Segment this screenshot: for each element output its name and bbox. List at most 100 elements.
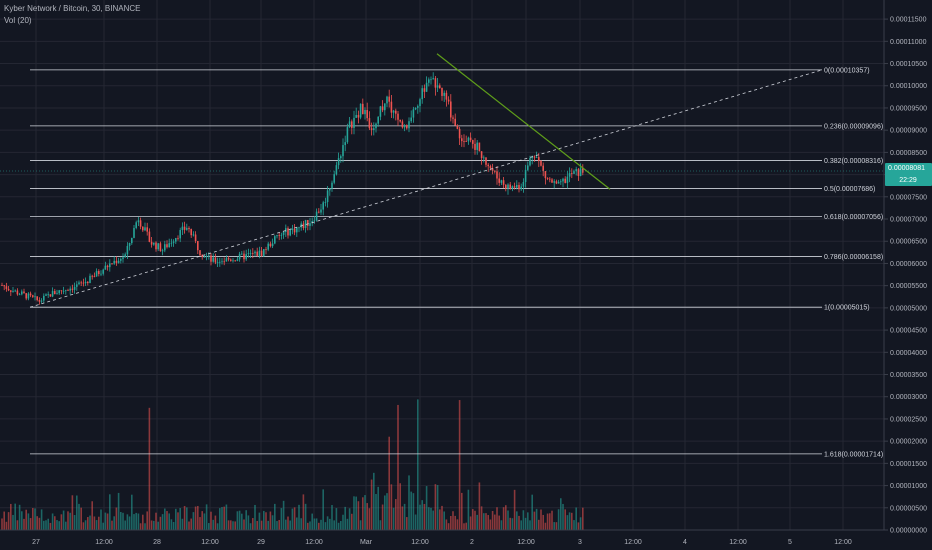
candle-body bbox=[388, 96, 390, 102]
candle-body bbox=[302, 223, 305, 229]
candle-body bbox=[298, 227, 300, 229]
volume-bar bbox=[34, 508, 36, 530]
candle-body bbox=[208, 255, 210, 257]
candle-body bbox=[469, 137, 472, 141]
candle-body bbox=[249, 252, 252, 254]
volume-bar bbox=[221, 507, 223, 530]
volume-bar bbox=[146, 511, 148, 530]
volume-bar bbox=[113, 516, 115, 530]
volume-bar bbox=[111, 520, 113, 530]
volume-bar bbox=[7, 512, 10, 530]
candle-body bbox=[243, 253, 245, 260]
volume-indicator-label[interactable]: Vol (20) bbox=[4, 16, 32, 25]
candle-body bbox=[408, 121, 410, 129]
volume-bar bbox=[212, 519, 214, 530]
candle-body bbox=[133, 227, 135, 238]
volume-bar bbox=[533, 511, 536, 530]
candle-body bbox=[502, 180, 505, 185]
candle-body bbox=[542, 165, 544, 172]
volume-bar bbox=[76, 495, 78, 530]
volume-bar bbox=[205, 504, 208, 530]
price-axis[interactable]: 0.00011500 0.00011000 0.00010500 0.00010000… bbox=[883, 0, 927, 535]
candle-body bbox=[434, 78, 437, 88]
candle-body bbox=[25, 293, 27, 299]
candle-body bbox=[527, 165, 529, 170]
candle-body bbox=[331, 182, 333, 189]
volume-bar bbox=[144, 523, 146, 530]
volume-bar bbox=[139, 523, 142, 530]
symbol-title[interactable]: Kyber Network / Bitcoin, 30, BINANCE bbox=[4, 4, 141, 13]
candle-body bbox=[368, 118, 371, 129]
volume-bar bbox=[47, 518, 49, 530]
candle-body bbox=[10, 290, 12, 292]
volume-bar bbox=[27, 513, 30, 530]
candle-body bbox=[577, 169, 580, 176]
volume-bar bbox=[298, 504, 300, 530]
candle-body bbox=[113, 260, 115, 264]
volume-bar bbox=[452, 511, 454, 530]
volume-bar bbox=[487, 515, 489, 530]
volume-bar bbox=[425, 486, 428, 530]
volume-bar bbox=[348, 508, 351, 530]
volume-bar bbox=[454, 515, 456, 530]
candle-body bbox=[384, 103, 386, 111]
volume-bar bbox=[485, 513, 487, 530]
volume-bar bbox=[505, 505, 507, 530]
volume-bar bbox=[357, 501, 360, 530]
candle-body bbox=[271, 243, 274, 247]
volume-bar bbox=[571, 512, 573, 530]
volume-bar bbox=[412, 493, 415, 530]
volume-bar bbox=[115, 507, 118, 530]
time-axis[interactable]: 27 12:00 28 12:00 29 12:00 Mar 12:00 2 12:00 3 12:0… bbox=[0, 529, 884, 546]
time-tick-label: 12:00 bbox=[834, 539, 852, 546]
candle-body bbox=[397, 113, 399, 120]
volume-bar bbox=[522, 510, 525, 530]
volume-bar bbox=[285, 519, 287, 530]
volume-bar bbox=[520, 520, 522, 530]
candle-body bbox=[153, 242, 155, 245]
candle-body bbox=[232, 260, 234, 262]
candle-body bbox=[476, 142, 478, 150]
volume-bar bbox=[399, 483, 401, 530]
volume-bar bbox=[219, 508, 221, 530]
volume-bar bbox=[542, 514, 544, 530]
volume-bar bbox=[346, 518, 349, 530]
volume-bar bbox=[351, 513, 353, 530]
volume-bar bbox=[529, 520, 531, 530]
candle-body bbox=[491, 168, 494, 171]
volume-bar bbox=[441, 505, 443, 530]
candle-body bbox=[309, 223, 311, 226]
volume-bar bbox=[247, 515, 250, 530]
candle-body bbox=[337, 158, 340, 166]
volume-bar bbox=[166, 511, 168, 530]
candle-body bbox=[18, 294, 21, 296]
candle-body bbox=[12, 291, 14, 292]
time-tick-label: 28 bbox=[153, 539, 161, 546]
volume-bar bbox=[82, 522, 85, 530]
volume-bar bbox=[73, 515, 76, 530]
volume-bar bbox=[555, 522, 558, 530]
volume-bar bbox=[126, 514, 129, 530]
volume-bar bbox=[463, 523, 465, 530]
fibonacci-retracement[interactable]: 0(0.00010357) 0.236(0.00009096) 0.382(0.00… bbox=[30, 67, 883, 458]
candle-body bbox=[439, 85, 441, 88]
candle-body bbox=[166, 244, 168, 248]
price-tick-label: 0.00011000 bbox=[890, 39, 927, 46]
candle-body bbox=[27, 293, 30, 299]
candle-body bbox=[386, 96, 388, 104]
drawing-tools[interactable] bbox=[29, 53, 823, 308]
volume-bar bbox=[106, 513, 109, 530]
candle-body bbox=[326, 190, 329, 203]
volume-bar bbox=[546, 513, 549, 530]
candle-body bbox=[276, 235, 278, 237]
candle-body bbox=[456, 125, 459, 129]
volume-bar bbox=[553, 522, 555, 530]
time-tick-label: 4 bbox=[683, 539, 687, 546]
volume-bar bbox=[236, 511, 239, 530]
candle-body bbox=[403, 125, 406, 128]
candle-body bbox=[447, 99, 450, 102]
volume-bar bbox=[155, 512, 157, 530]
candle-body bbox=[21, 291, 23, 295]
volume-bar bbox=[23, 518, 25, 530]
